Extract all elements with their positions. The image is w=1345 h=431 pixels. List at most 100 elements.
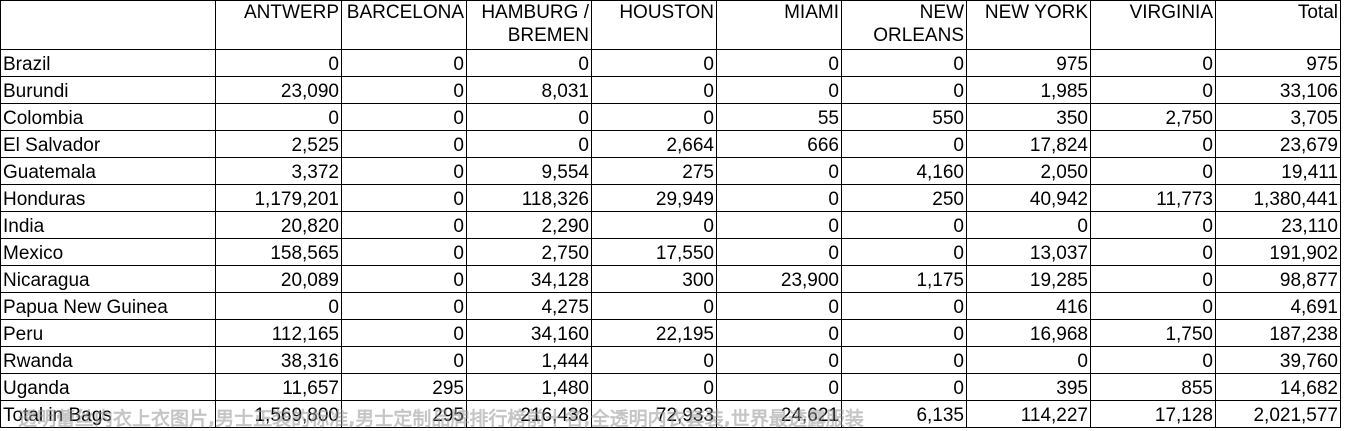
value-cell[interactable]: 17,550: [591, 238, 717, 266]
value-cell[interactable]: 0: [591, 49, 717, 77]
value-cell[interactable]: 0: [341, 211, 467, 239]
header-houston[interactable]: HOUSTON: [591, 0, 717, 50]
value-cell[interactable]: 0: [716, 49, 842, 77]
value-cell[interactable]: 0: [716, 184, 842, 212]
header-antwerp[interactable]: ANTWERP: [215, 0, 342, 50]
value-cell[interactable]: 0: [1090, 238, 1216, 266]
value-cell[interactable]: 0: [716, 292, 842, 320]
value-cell[interactable]: 0: [591, 292, 717, 320]
value-cell[interactable]: 2,750: [1090, 103, 1216, 131]
value-cell[interactable]: 0: [591, 76, 717, 104]
value-cell[interactable]: 0: [841, 130, 967, 158]
value-cell[interactable]: 39,760: [1215, 346, 1341, 374]
value-cell[interactable]: 11,657: [215, 373, 342, 401]
value-cell[interactable]: 350: [966, 103, 1091, 131]
row-label-cell[interactable]: Mexico: [0, 238, 216, 266]
value-cell[interactable]: 300: [591, 265, 717, 293]
value-cell[interactable]: 2,290: [466, 211, 592, 239]
value-cell[interactable]: 20,089: [215, 265, 342, 293]
value-cell[interactable]: 0: [841, 211, 967, 239]
value-cell[interactable]: 0: [841, 292, 967, 320]
value-cell[interactable]: 0: [841, 49, 967, 77]
row-label-cell[interactable]: Total in Bags: [0, 400, 216, 428]
value-cell[interactable]: 34,128: [466, 265, 592, 293]
value-cell[interactable]: 23,090: [215, 76, 342, 104]
value-cell[interactable]: 33,106: [1215, 76, 1341, 104]
value-cell[interactable]: 2,750: [466, 238, 592, 266]
row-label-cell[interactable]: Colombia: [0, 103, 216, 131]
value-cell[interactable]: 0: [1090, 211, 1216, 239]
header-hamburg-bremen[interactable]: HAMBURG / BREMEN: [466, 0, 592, 50]
value-cell[interactable]: 0: [215, 49, 342, 77]
value-cell[interactable]: 2,664: [591, 130, 717, 158]
value-cell[interactable]: 1,985: [966, 76, 1091, 104]
value-cell[interactable]: 2,050: [966, 157, 1091, 185]
value-cell[interactable]: 118,326: [466, 184, 592, 212]
value-cell[interactable]: 0: [341, 157, 467, 185]
value-cell[interactable]: 0: [841, 319, 967, 347]
row-label-cell[interactable]: India: [0, 211, 216, 239]
value-cell[interactable]: 114,227: [966, 400, 1091, 428]
value-cell[interactable]: 0: [716, 238, 842, 266]
value-cell[interactable]: 16,968: [966, 319, 1091, 347]
value-cell[interactable]: 0: [215, 103, 342, 131]
value-cell[interactable]: 40,942: [966, 184, 1091, 212]
row-label-cell[interactable]: Honduras: [0, 184, 216, 212]
value-cell[interactable]: 4,691: [1215, 292, 1341, 320]
value-cell[interactable]: 38,316: [215, 346, 342, 374]
value-cell[interactable]: 1,750: [1090, 319, 1216, 347]
value-cell[interactable]: 3,705: [1215, 103, 1341, 131]
value-cell[interactable]: 19,285: [966, 265, 1091, 293]
header-virginia[interactable]: VIRGINIA: [1090, 0, 1216, 50]
row-label-cell[interactable]: El Salvador: [0, 130, 216, 158]
value-cell[interactable]: 275: [591, 157, 717, 185]
value-cell[interactable]: 9,554: [466, 157, 592, 185]
header-barcelona[interactable]: BARCELONA: [341, 0, 467, 50]
value-cell[interactable]: 0: [341, 76, 467, 104]
value-cell[interactable]: 0: [591, 346, 717, 374]
value-cell[interactable]: 8,031: [466, 76, 592, 104]
value-cell[interactable]: 34,160: [466, 319, 592, 347]
value-cell[interactable]: 0: [1090, 265, 1216, 293]
value-cell[interactable]: 4,275: [466, 292, 592, 320]
value-cell[interactable]: 17,824: [966, 130, 1091, 158]
value-cell[interactable]: 1,179,201: [215, 184, 342, 212]
header-total[interactable]: Total: [1215, 0, 1341, 50]
value-cell[interactable]: 55: [716, 103, 842, 131]
value-cell[interactable]: 1,569,800: [215, 400, 342, 428]
value-cell[interactable]: 416: [966, 292, 1091, 320]
row-label-cell[interactable]: Papua New Guinea: [0, 292, 216, 320]
value-cell[interactable]: 295: [341, 373, 467, 401]
value-cell[interactable]: 0: [966, 211, 1091, 239]
value-cell[interactable]: 0: [841, 238, 967, 266]
value-cell[interactable]: 158,565: [215, 238, 342, 266]
value-cell[interactable]: 0: [966, 346, 1091, 374]
value-cell[interactable]: 295: [341, 400, 467, 428]
value-cell[interactable]: 0: [1090, 76, 1216, 104]
row-label-cell[interactable]: Guatemala: [0, 157, 216, 185]
value-cell[interactable]: 0: [591, 373, 717, 401]
value-cell[interactable]: 0: [341, 103, 467, 131]
value-cell[interactable]: 0: [841, 76, 967, 104]
value-cell[interactable]: 0: [466, 130, 592, 158]
value-cell[interactable]: 22,195: [591, 319, 717, 347]
value-cell[interactable]: 975: [1215, 49, 1341, 77]
value-cell[interactable]: 19,411: [1215, 157, 1341, 185]
value-cell[interactable]: 0: [341, 346, 467, 374]
value-cell[interactable]: 0: [215, 292, 342, 320]
value-cell[interactable]: 3,372: [215, 157, 342, 185]
value-cell[interactable]: 0: [716, 373, 842, 401]
value-cell[interactable]: 395: [966, 373, 1091, 401]
value-cell[interactable]: 0: [341, 49, 467, 77]
value-cell[interactable]: 0: [341, 265, 467, 293]
value-cell[interactable]: 0: [1090, 292, 1216, 320]
value-cell[interactable]: 6,135: [841, 400, 967, 428]
header-miami[interactable]: MIAMI: [716, 0, 842, 50]
value-cell[interactable]: 975: [966, 49, 1091, 77]
value-cell[interactable]: 216,438: [466, 400, 592, 428]
value-cell[interactable]: 855: [1090, 373, 1216, 401]
value-cell[interactable]: 666: [716, 130, 842, 158]
value-cell[interactable]: 17,128: [1090, 400, 1216, 428]
value-cell[interactable]: 0: [341, 238, 467, 266]
value-cell[interactable]: 0: [591, 211, 717, 239]
